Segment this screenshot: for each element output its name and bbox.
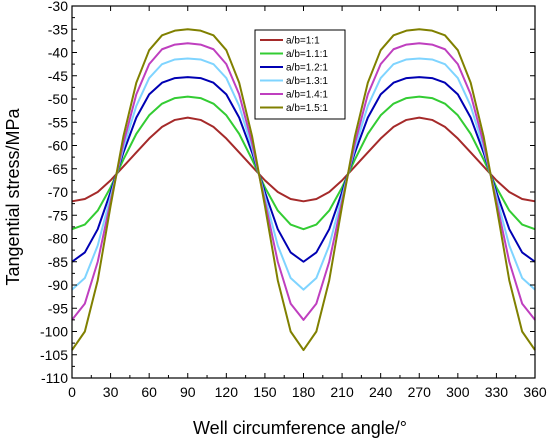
x-tick-label: 30 (103, 384, 119, 400)
x-tick-label: 330 (485, 384, 509, 400)
y-tick-label: -50 (48, 91, 68, 107)
legend-label-2: a/b=1.1:1 (286, 49, 328, 60)
y-tick-label: -60 (48, 138, 68, 154)
x-tick-label: 210 (330, 384, 354, 400)
legend-label-1: a/b=1:1 (286, 36, 320, 47)
y-tick-label: -30 (48, 0, 68, 14)
legend-label-6: a/b=1.5:1 (286, 103, 328, 114)
series-line-5 (71, 42, 536, 321)
y-tick-label: -40 (48, 45, 68, 61)
x-tick-label: 240 (369, 384, 393, 400)
y-tick-label: -70 (48, 184, 68, 200)
y-tick-label: -105 (40, 347, 68, 363)
x-tick-label: 60 (141, 384, 157, 400)
y-tick-label: -45 (48, 68, 68, 84)
x-tick-label: 120 (215, 384, 239, 400)
x-tick-label: 270 (408, 384, 432, 400)
x-tick-label: 300 (446, 384, 470, 400)
y-tick-label: -65 (48, 161, 68, 177)
series-line-2 (71, 95, 536, 231)
legend-label-4: a/b=1.3:1 (286, 76, 328, 87)
y-axis-title: Tangential stress/MPa (3, 107, 23, 285)
legend-box (254, 29, 346, 120)
legend-label-5: a/b=1.4:1 (286, 90, 328, 101)
y-tick-label: -80 (48, 231, 68, 247)
x-tick-label: 180 (292, 384, 316, 400)
x-tick-label: 90 (180, 384, 196, 400)
y-tick-label: -35 (48, 21, 68, 37)
y-tick-label: -100 (40, 324, 68, 340)
series-line-6 (71, 28, 536, 352)
x-tick-label: 0 (68, 384, 76, 400)
x-tick-label: 150 (253, 384, 277, 400)
series-line-1 (71, 116, 536, 203)
series-line-3 (71, 76, 536, 263)
series-layer (71, 28, 536, 352)
axes-layer: 0 30 60 90 120 150 180 210 240 270 300 330 360 -110 -1… (40, 0, 547, 400)
y-tick-label: -95 (48, 300, 68, 316)
y-tick-label: -85 (48, 254, 68, 270)
series-line-4 (71, 57, 536, 291)
legend-label-3: a/b=1.2:1 (286, 63, 328, 74)
y-tick-label: -110 (41, 370, 68, 386)
legend: a/b=1:1 a/b=1.1:1 a/b=1.2:1 a/b=1.3:1 a/b=1.… (254, 29, 346, 120)
x-tick-label: 360 (523, 384, 547, 400)
y-tick-label: -90 (48, 277, 68, 293)
y-tick-label: -75 (48, 207, 68, 223)
y-tick-label: -55 (48, 114, 68, 130)
x-axis-title: Well circumference angle/° (193, 418, 407, 438)
